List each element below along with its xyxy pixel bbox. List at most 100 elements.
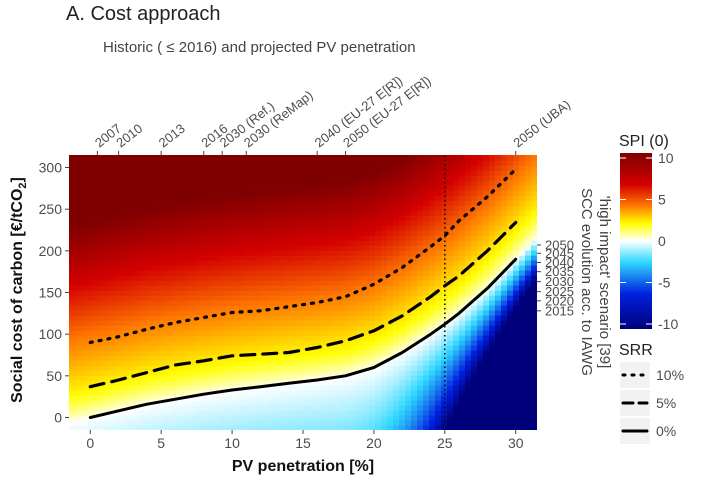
heat-cell xyxy=(195,320,202,326)
heat-cell xyxy=(483,240,490,246)
heat-cell xyxy=(519,245,526,251)
heat-cell xyxy=(363,365,370,371)
heat-cell xyxy=(165,275,172,281)
heat-cell xyxy=(315,240,322,246)
heat-cell xyxy=(303,240,310,246)
heat-cell xyxy=(141,305,148,311)
heat-cell xyxy=(429,390,436,396)
heat-cell xyxy=(207,375,214,381)
heat-cell xyxy=(99,160,106,166)
heat-cell xyxy=(159,425,166,430)
heat-cell xyxy=(285,290,292,296)
heat-cell xyxy=(117,330,124,336)
heat-cell xyxy=(81,350,88,356)
right-axis-title-line2: 'high impact' scenario [39] xyxy=(596,196,613,369)
heat-cell xyxy=(369,155,376,161)
heat-cell xyxy=(231,400,238,406)
heat-cell xyxy=(309,155,316,161)
heat-cell xyxy=(465,280,472,286)
heat-cell xyxy=(87,425,94,430)
heat-cell xyxy=(273,165,280,171)
heat-cell xyxy=(327,245,334,251)
heat-cell xyxy=(171,420,178,426)
heat-cell xyxy=(183,345,190,351)
heat-cell xyxy=(297,165,304,171)
heat-cell xyxy=(105,290,112,296)
heat-cell xyxy=(117,295,124,301)
heat-cell xyxy=(411,385,418,391)
heat-cell xyxy=(423,185,430,191)
heat-cell xyxy=(345,165,352,171)
heat-cell xyxy=(375,320,382,326)
heat-cell xyxy=(165,210,172,216)
heat-cell xyxy=(489,200,496,206)
heat-cell xyxy=(81,240,88,246)
heat-cell xyxy=(327,160,334,166)
heat-cell xyxy=(123,200,130,206)
heat-cell xyxy=(507,255,514,261)
heat-cell xyxy=(123,425,130,430)
heat-cell xyxy=(429,270,436,276)
heat-cell xyxy=(447,235,454,241)
heat-cell xyxy=(297,360,304,366)
heat-cell xyxy=(117,220,124,226)
heat-cell xyxy=(315,175,322,181)
heat-cell xyxy=(387,290,394,296)
heat-cell xyxy=(333,185,340,191)
heat-cell xyxy=(501,290,508,296)
heat-cell xyxy=(273,235,280,241)
heat-cell xyxy=(489,230,496,236)
heat-cell xyxy=(195,155,202,161)
heat-cell xyxy=(165,255,172,261)
heat-cell xyxy=(147,390,154,396)
heat-cell xyxy=(423,255,430,261)
heat-cell xyxy=(159,330,166,336)
heat-cell xyxy=(387,380,394,386)
heat-cell xyxy=(369,390,376,396)
heat-cell xyxy=(147,365,154,371)
heat-cell xyxy=(321,410,328,416)
heat-cell xyxy=(387,195,394,201)
heat-cell xyxy=(243,330,250,336)
heat-cell xyxy=(231,315,238,321)
heat-cell xyxy=(279,290,286,296)
heat-cell xyxy=(525,395,532,401)
heat-cell xyxy=(465,340,472,346)
heat-cell xyxy=(99,360,106,366)
heat-cell xyxy=(495,205,502,211)
heat-cell xyxy=(153,280,160,286)
heat-cell xyxy=(501,195,508,201)
heat-cell xyxy=(381,400,388,406)
heat-cell xyxy=(189,250,196,256)
heat-cell xyxy=(219,370,226,376)
heat-cell xyxy=(153,200,160,206)
heat-cell xyxy=(459,300,466,306)
heat-cell xyxy=(237,325,244,331)
heat-cell xyxy=(69,155,76,161)
heat-cell xyxy=(327,185,334,191)
heat-cell xyxy=(129,310,136,316)
heat-cell xyxy=(393,400,400,406)
heat-cell xyxy=(327,390,334,396)
heat-cell xyxy=(393,425,400,430)
heat-cell xyxy=(525,370,532,376)
heat-cell xyxy=(297,250,304,256)
heat-cell xyxy=(309,375,316,381)
heat-cell xyxy=(417,285,424,291)
heat-cell xyxy=(141,270,148,276)
heat-cell xyxy=(231,240,238,246)
heat-cell xyxy=(81,310,88,316)
heat-cell xyxy=(75,230,82,236)
heat-cell xyxy=(531,245,537,251)
heat-cell xyxy=(489,365,496,371)
heat-cell xyxy=(489,360,496,366)
heat-cell xyxy=(249,240,256,246)
heat-cell xyxy=(267,405,274,411)
heat-cell xyxy=(69,260,76,266)
heat-cell xyxy=(261,295,268,301)
heat-cell xyxy=(111,300,118,306)
heat-cell xyxy=(147,355,154,361)
heat-cell xyxy=(495,245,502,251)
heat-cell xyxy=(447,205,454,211)
